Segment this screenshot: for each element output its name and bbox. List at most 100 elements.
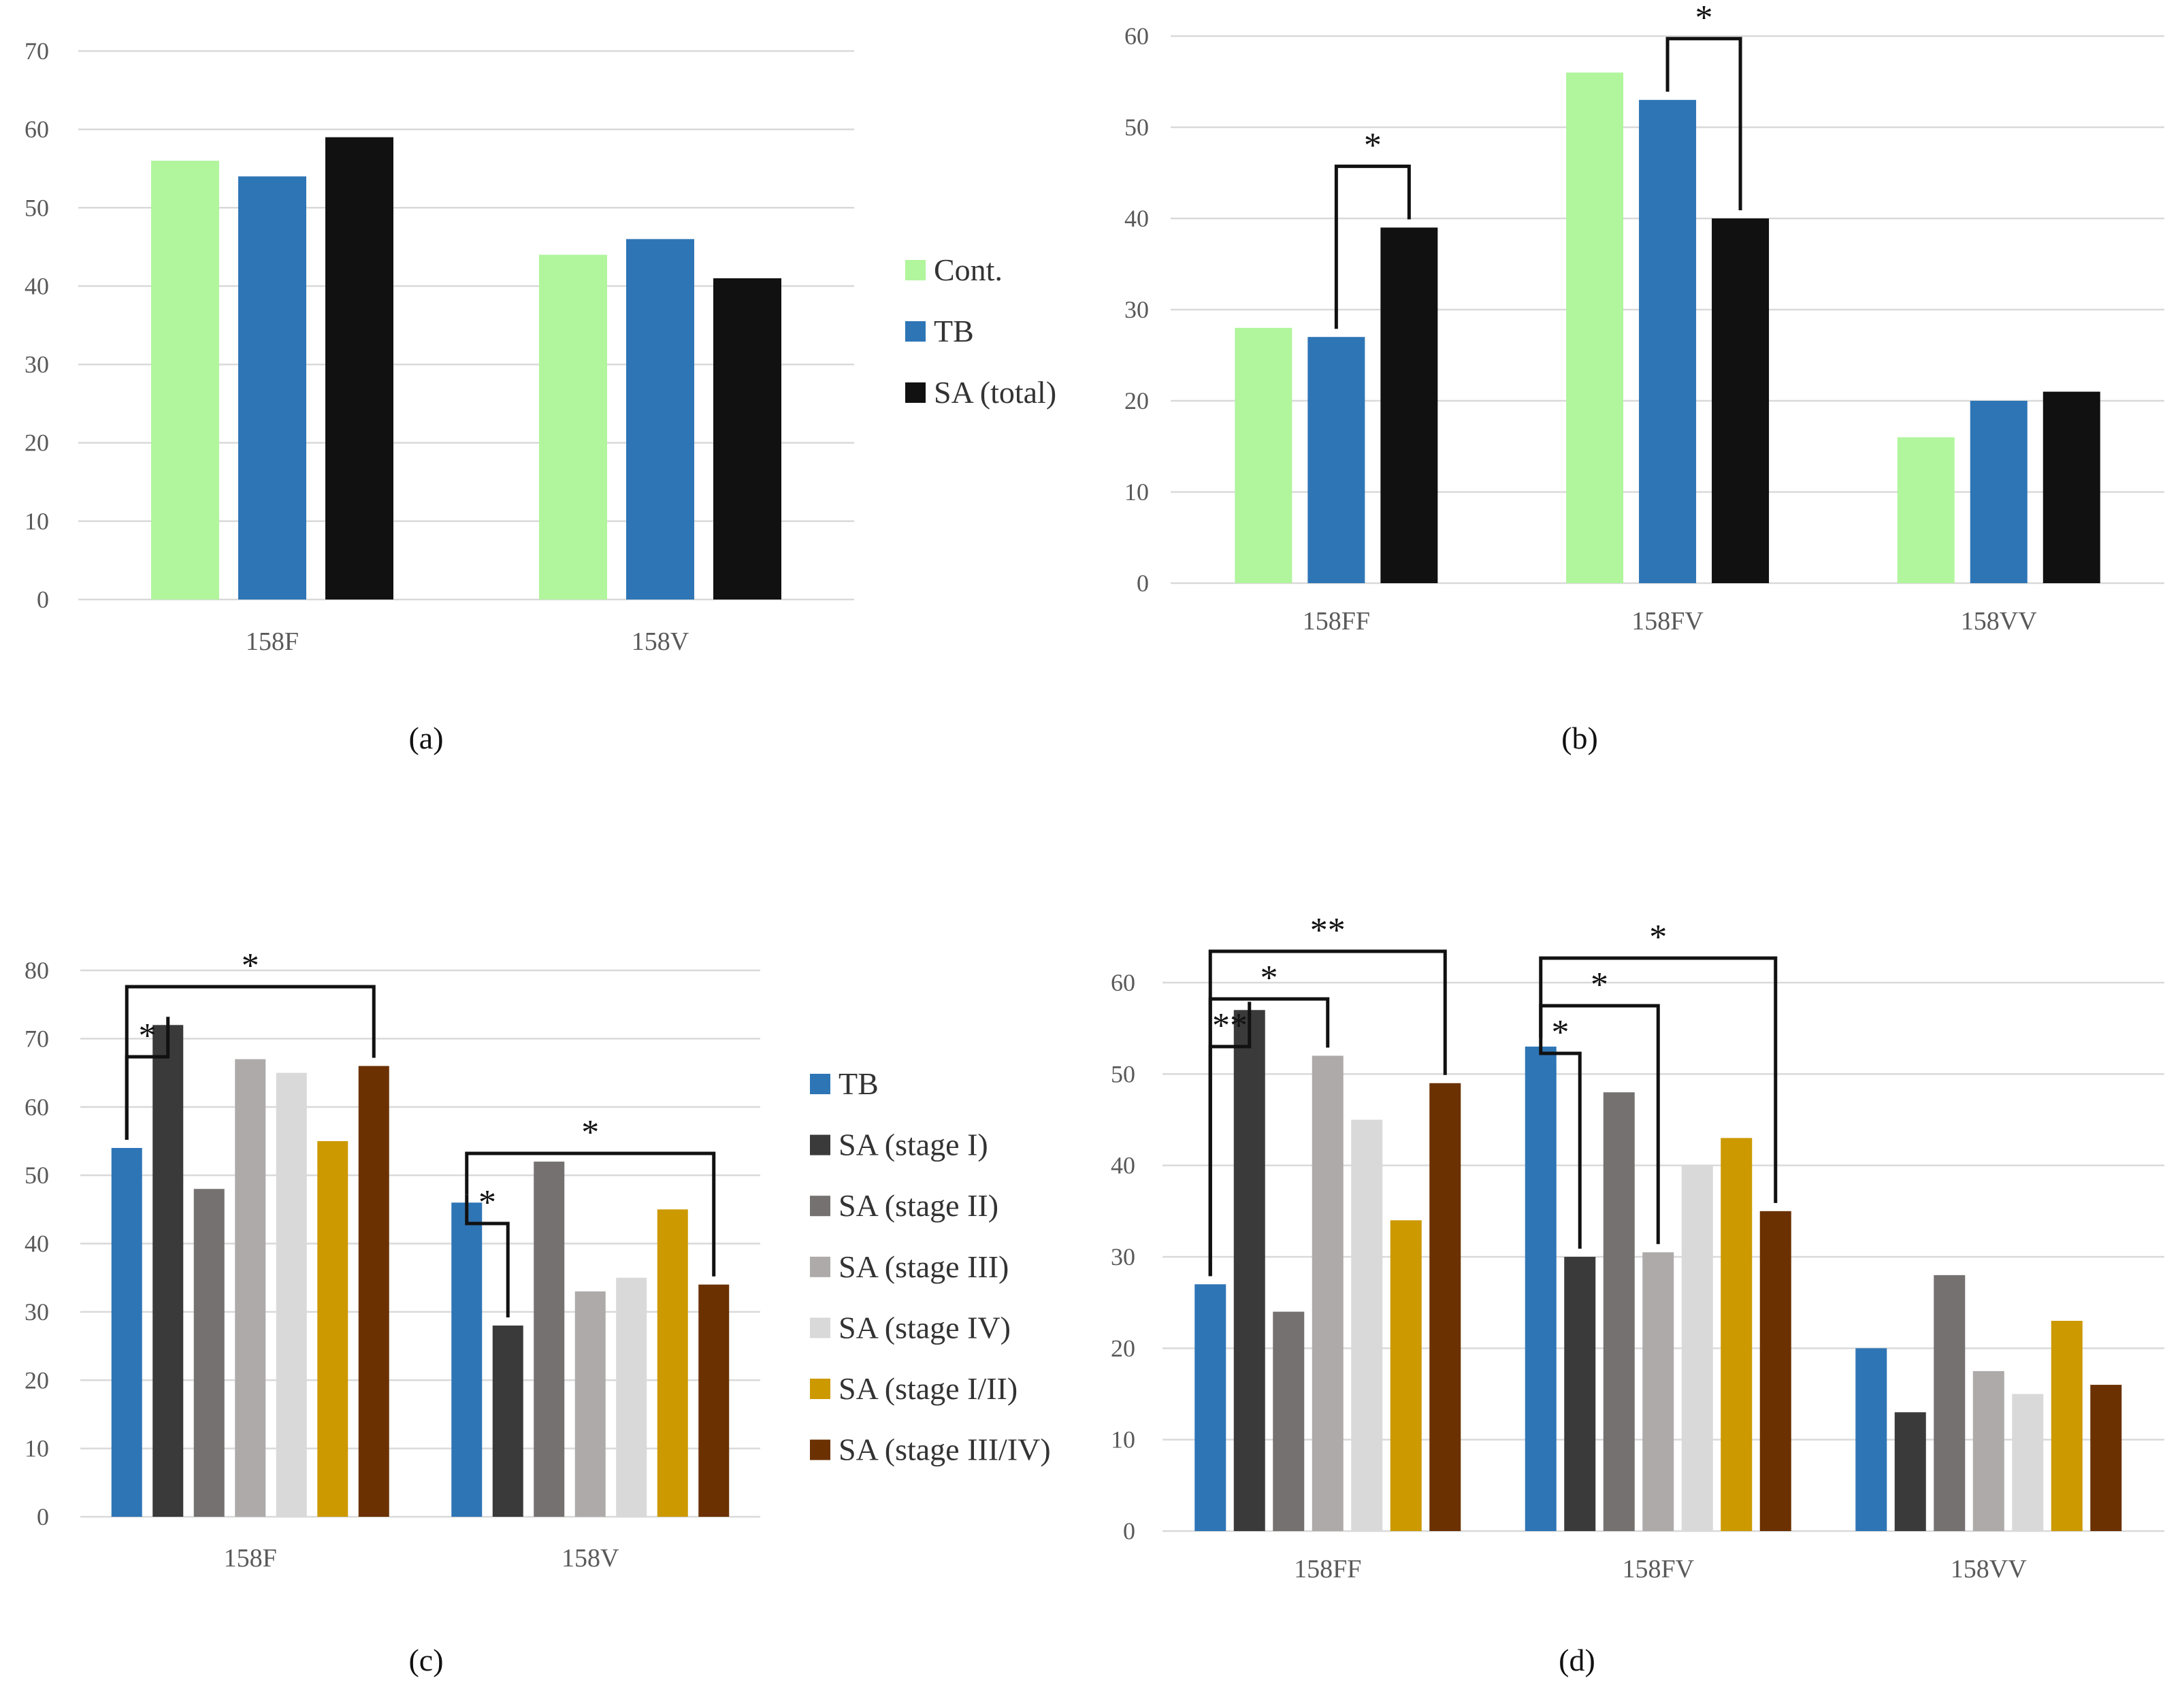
y-tick-label: 50 xyxy=(25,1162,49,1189)
y-tick-label: 10 xyxy=(25,508,49,535)
y-tick-label: 30 xyxy=(1111,1243,1135,1270)
significance-bracket xyxy=(465,1194,510,1317)
bar-158v-sa-stage-i xyxy=(492,1325,523,1517)
significance-label: * xyxy=(478,1183,496,1222)
legend-label: SA (stage III) xyxy=(839,1249,1009,1284)
significance-bracket xyxy=(1539,1038,1582,1249)
bar-158f-sa-stage-ii xyxy=(193,1189,225,1517)
bar-158vv-tb xyxy=(1855,1348,1887,1531)
legend-label: TB xyxy=(934,314,974,348)
panel-label: (a) xyxy=(408,721,443,755)
significance-bracket xyxy=(1539,956,1778,1203)
bar-158fv-sa-stage-iii xyxy=(1642,1252,1674,1531)
y-tick-label: 10 xyxy=(25,1435,49,1462)
legend-swatch xyxy=(905,382,926,403)
bar-158f-tb xyxy=(111,1147,142,1517)
category-label: 158V xyxy=(632,627,689,656)
legend-label: SA (stage I) xyxy=(839,1128,988,1162)
bar-158ff-sa-stage-iii xyxy=(1312,1055,1344,1531)
y-tick-label: 60 xyxy=(1124,22,1149,50)
bar-158ff-sa-stage-ii xyxy=(1273,1311,1305,1531)
significance-bracket xyxy=(1208,949,1447,1277)
panel-label: (c) xyxy=(408,1643,443,1677)
bar-158ff-sa-stage-i-ii xyxy=(1390,1220,1422,1531)
y-tick-label: 30 xyxy=(1124,296,1149,323)
panel-label: (b) xyxy=(1561,721,1598,755)
y-tick-label: 60 xyxy=(1111,969,1135,996)
chart-panel-a: 0 10 20 30 40 50 60 70 158F 158V Cont. TB SA (total)… xyxy=(25,37,1056,755)
significance-bracket xyxy=(1665,37,1742,210)
y-tick-label: 30 xyxy=(25,1298,49,1326)
bar-158fv-sa-stage-iii-iv xyxy=(1759,1211,1791,1531)
bar-158vv-sa-stage-iii xyxy=(1972,1370,2004,1531)
bar-158fv-sa-total xyxy=(1712,218,1770,583)
y-tick-label: 20 xyxy=(25,429,49,457)
legend-swatch xyxy=(810,1074,830,1094)
category-label: 158VV xyxy=(1951,1555,2027,1583)
y-tick-label: 10 xyxy=(1111,1426,1135,1454)
panel-label: (d) xyxy=(1559,1643,1595,1677)
significance-bracket xyxy=(125,985,376,1140)
category-label: 158FV xyxy=(1631,607,1704,636)
bar-158fv-tb xyxy=(1639,99,1697,584)
y-tick-label: 0 xyxy=(1137,570,1149,597)
legend-swatch xyxy=(905,321,926,342)
significance-label: * xyxy=(1364,126,1382,165)
significance-label: * xyxy=(581,1113,599,1152)
legend-swatch xyxy=(810,1317,830,1339)
bar-158ff-sa-stage-iii-iv xyxy=(1429,1083,1461,1531)
legend-label: SA (stage I/II) xyxy=(839,1371,1018,1406)
y-tick-label: 0 xyxy=(37,586,49,613)
bar-158ff-cont xyxy=(1235,327,1292,583)
legend-label: SA (total) xyxy=(934,375,1056,410)
bar-158f-sa-stage-i xyxy=(152,1025,184,1517)
bar-158vv-sa-stage-ii xyxy=(1934,1275,1966,1531)
bar-158vv-sa-stage-i-ii xyxy=(2051,1321,2083,1531)
bar-158v-sa-stage-iii-iv xyxy=(698,1284,730,1517)
category-label: 158V xyxy=(562,1544,619,1573)
bar-158v-tb xyxy=(626,239,694,600)
significance-bracket xyxy=(1334,164,1411,329)
significance-label: * xyxy=(1695,0,1713,37)
significance-label: * xyxy=(242,947,259,985)
y-tick-label: 20 xyxy=(25,1366,49,1394)
category-label: 158F xyxy=(246,627,299,656)
y-tick-label: 40 xyxy=(1111,1152,1135,1179)
bar-158fv-sa-stage-i-ii xyxy=(1721,1138,1753,1531)
bar-158f-sa-stage-iii xyxy=(235,1059,266,1517)
y-tick-label: 50 xyxy=(25,194,49,221)
legend-swatch xyxy=(810,1439,830,1460)
bar-158v-sa-stage-iv xyxy=(616,1277,647,1517)
bar-158ff-sa-total xyxy=(1380,227,1438,583)
bar-158f-cont xyxy=(151,161,219,600)
chart-panel-c: 0 10 20 30 40 50 60 70 80 158F 158V * * * * TB SA (stage… xyxy=(25,947,1051,1677)
legend-label: SA (stage II) xyxy=(839,1188,998,1223)
bar-158vv-sa-total xyxy=(2043,391,2100,583)
bar-158ff-sa-stage-iv xyxy=(1351,1119,1383,1531)
significance-label: ** xyxy=(1310,911,1346,950)
y-tick-label: 20 xyxy=(1124,387,1149,414)
legend-label: SA (stage III/IV) xyxy=(839,1432,1051,1467)
y-tick-label: 80 xyxy=(25,957,49,984)
bar-158v-sa-stage-ii xyxy=(534,1162,565,1517)
y-tick-label: 70 xyxy=(25,1025,49,1052)
legend-swatch xyxy=(810,1256,830,1277)
significance-label: * xyxy=(1591,966,1608,1004)
bar-158v-sa-stage-i-ii xyxy=(657,1209,688,1517)
bar-158f-sa-stage-i-ii xyxy=(317,1140,348,1517)
bar-158vv-tb xyxy=(1970,401,2028,583)
bar-158v-tb xyxy=(451,1202,483,1517)
legend-swatch xyxy=(810,1379,830,1399)
bar-158vv-sa-stage-iv xyxy=(2012,1394,2044,1531)
bar-158f-sa-stage-iii-iv xyxy=(358,1066,389,1517)
y-tick-label: 0 xyxy=(1123,1517,1135,1545)
legend-swatch xyxy=(810,1196,830,1217)
y-tick-label: 40 xyxy=(1124,205,1149,232)
significance-label: * xyxy=(1552,1013,1569,1052)
bar-158ff-tb xyxy=(1307,337,1365,583)
bar-158f-sa-stage-iv xyxy=(276,1072,307,1517)
y-tick-label: 60 xyxy=(25,1094,49,1121)
category-label: 158FF xyxy=(1294,1555,1361,1583)
